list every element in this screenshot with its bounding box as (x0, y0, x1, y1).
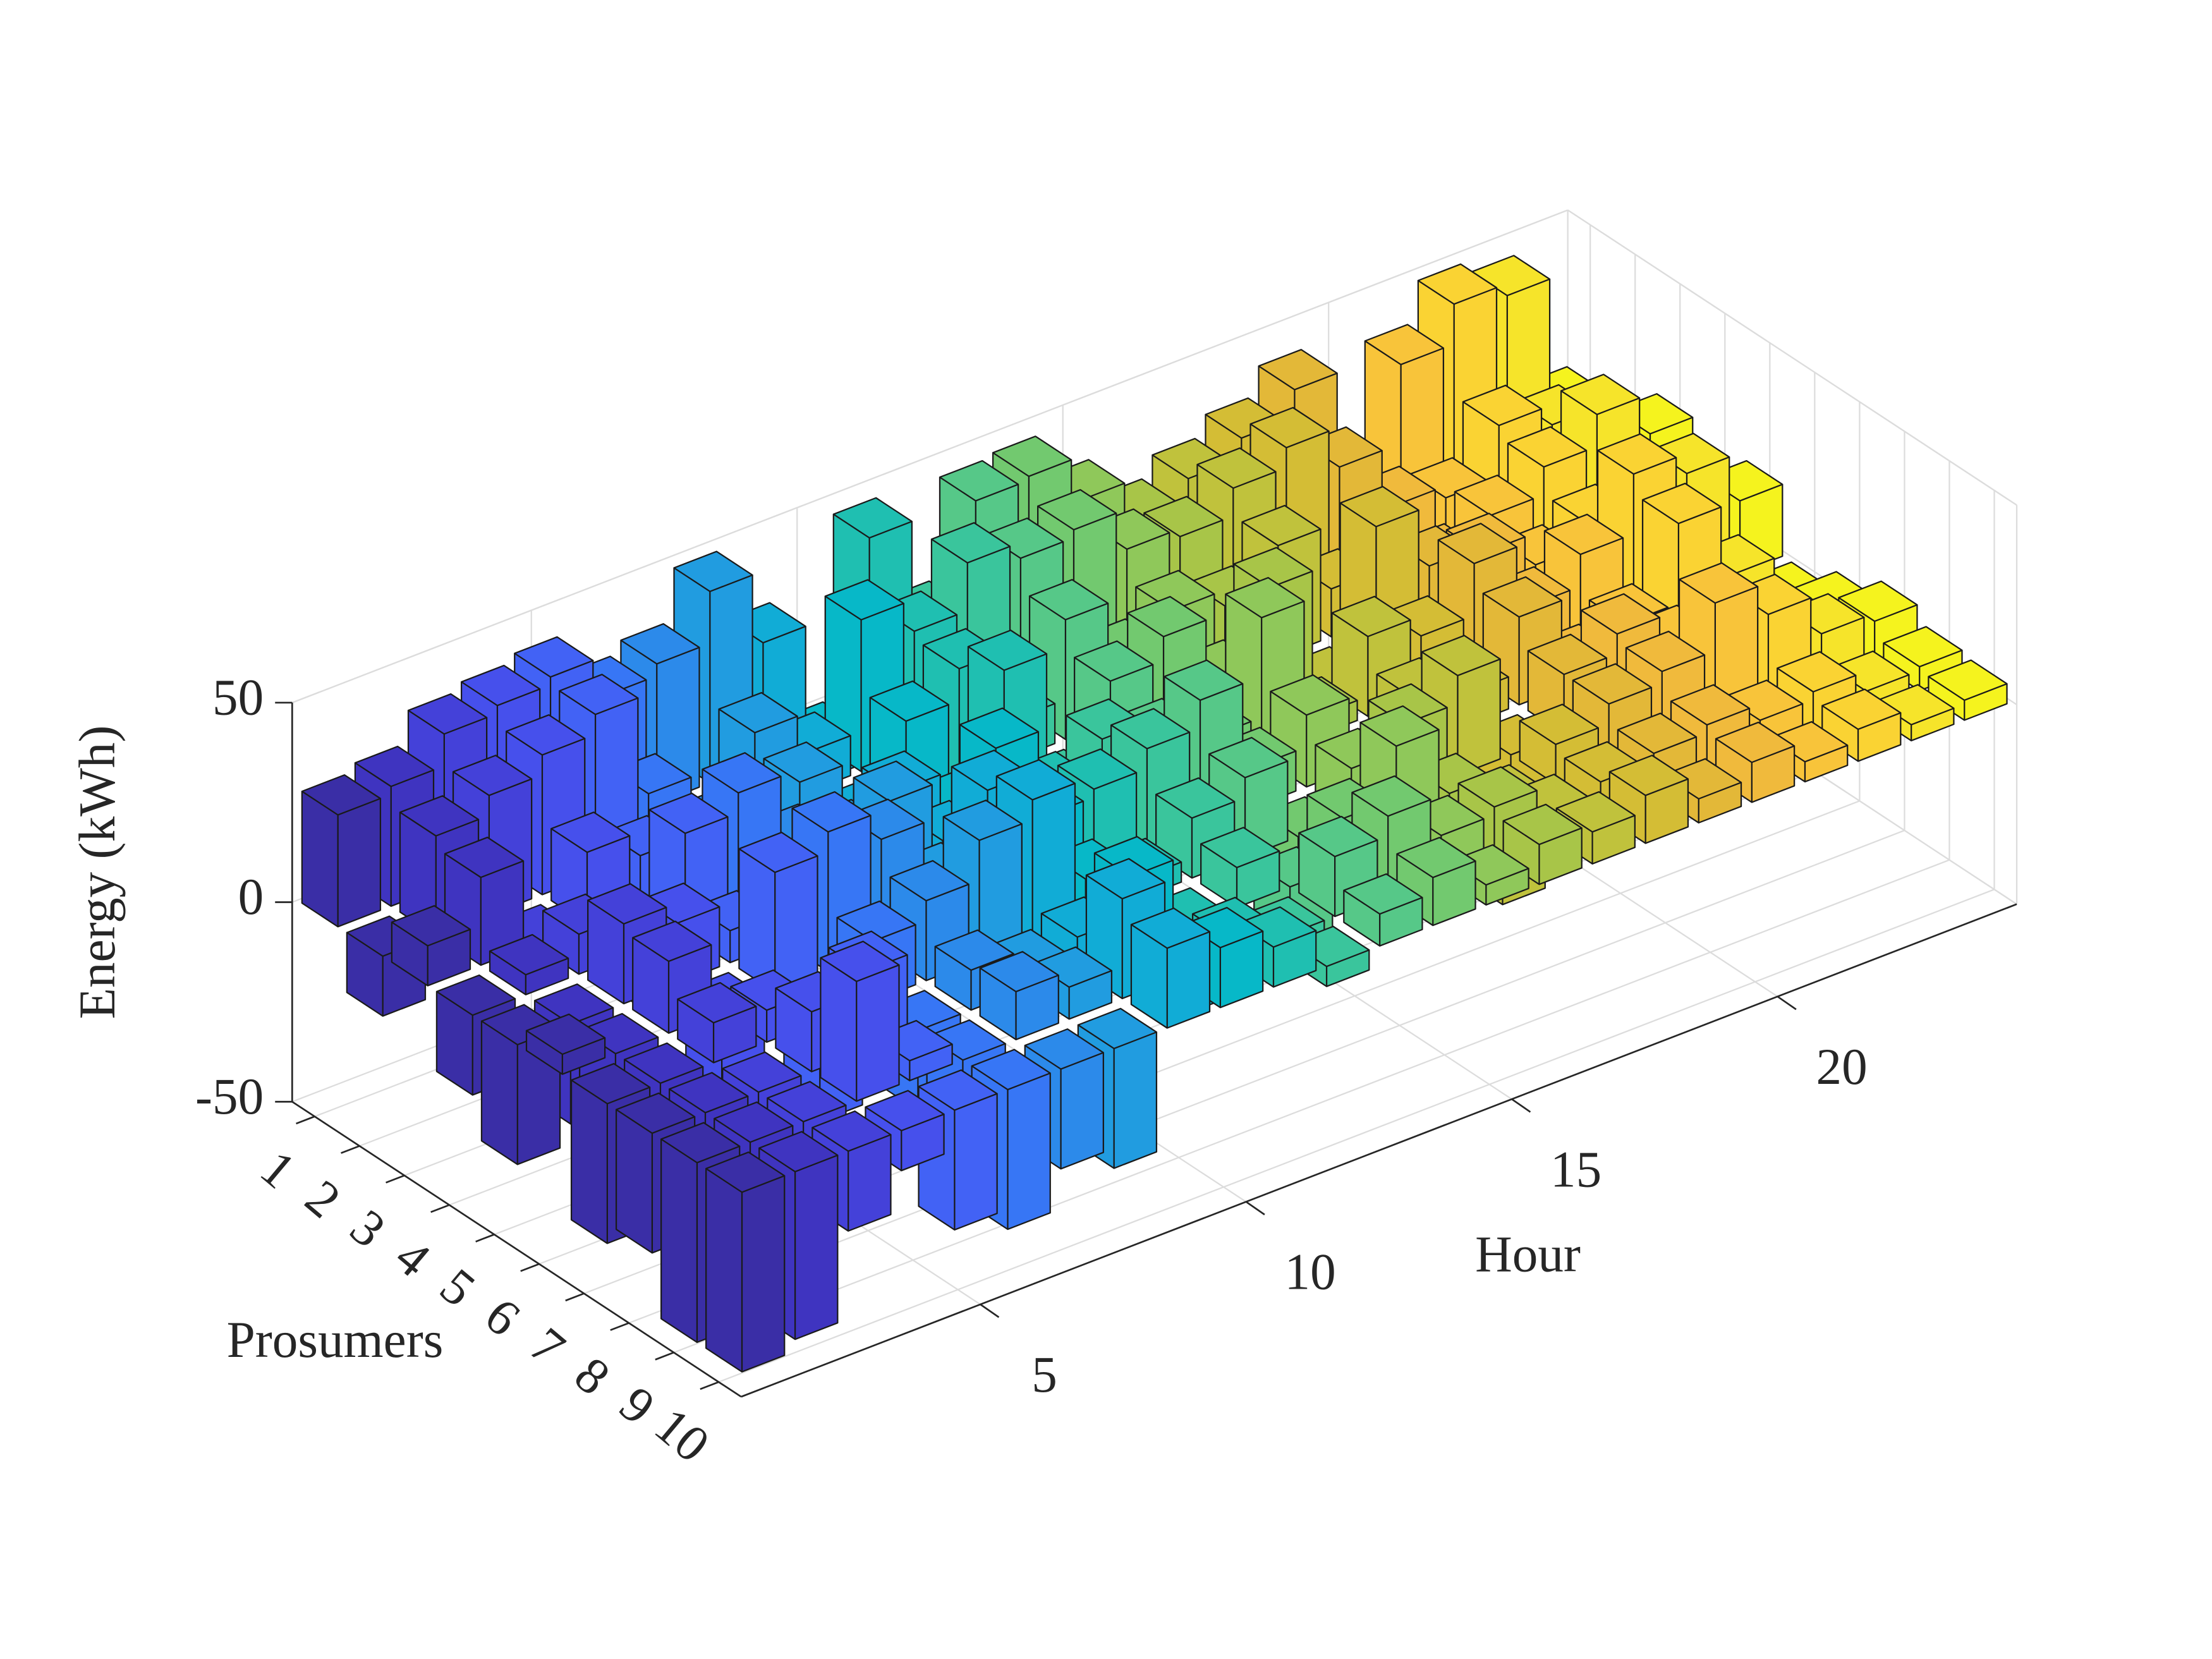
x-tick-label: 5 (1031, 1346, 1057, 1403)
bar (820, 940, 900, 1102)
x-tick-label: 20 (1816, 1038, 1867, 1095)
y-tick (430, 1204, 450, 1213)
bar (391, 905, 471, 987)
bar (979, 951, 1059, 1041)
z-tick-label: -50 (195, 1068, 264, 1125)
bar (1343, 873, 1423, 947)
y-tick (565, 1292, 585, 1302)
box-edge (1567, 209, 2017, 506)
bar (705, 1151, 786, 1373)
axes-frame (275, 702, 2017, 1398)
y-tick-label: 5 (430, 1258, 486, 1318)
y-tick (520, 1263, 540, 1272)
y-tick (475, 1234, 495, 1243)
y-axis-line (291, 1101, 742, 1398)
x-tick (980, 1303, 1000, 1318)
x-tick-label: 15 (1550, 1141, 1601, 1198)
bars (301, 255, 2008, 1373)
y-tick-label: 6 (475, 1287, 531, 1347)
x-tick-label: 10 (1285, 1244, 1336, 1301)
bar (677, 981, 757, 1064)
z-axis-label: Energy (kWh) (69, 726, 126, 1019)
bar (1200, 827, 1280, 908)
z-tick-label: 0 (238, 868, 264, 925)
y-tick-label: 2 (295, 1169, 351, 1229)
y-tick-label: 10 (644, 1397, 720, 1473)
y-tick (610, 1322, 629, 1331)
y-tick (296, 1115, 315, 1125)
bar (489, 933, 569, 995)
x-axis-label: Hour (1475, 1226, 1581, 1283)
bar (738, 831, 818, 993)
y-tick (700, 1381, 719, 1390)
x-tick (1511, 1098, 1531, 1113)
x-tick (1777, 995, 1797, 1011)
bar (525, 1013, 606, 1075)
grid-line (628, 829, 1905, 1324)
y-tick-label: 1 (250, 1139, 307, 1200)
y-tick-label: 7 (520, 1316, 576, 1376)
grid-line (673, 859, 1950, 1354)
x-tick (1245, 1201, 1265, 1215)
y-axis-label: Prosumers (227, 1311, 444, 1368)
x-axis-line (741, 903, 2017, 1398)
z-tick-label: 50 (212, 669, 264, 726)
y-tick-label: 8 (564, 1346, 621, 1406)
box-edge (291, 209, 1569, 703)
y-tick (341, 1145, 360, 1154)
y-tick-label: 4 (385, 1228, 441, 1288)
y-tick (386, 1174, 405, 1184)
bar (1130, 907, 1211, 1029)
y-tick (655, 1351, 674, 1361)
grid-line (718, 889, 1995, 1383)
bar (301, 774, 382, 928)
y-tick-label: 3 (340, 1198, 396, 1258)
